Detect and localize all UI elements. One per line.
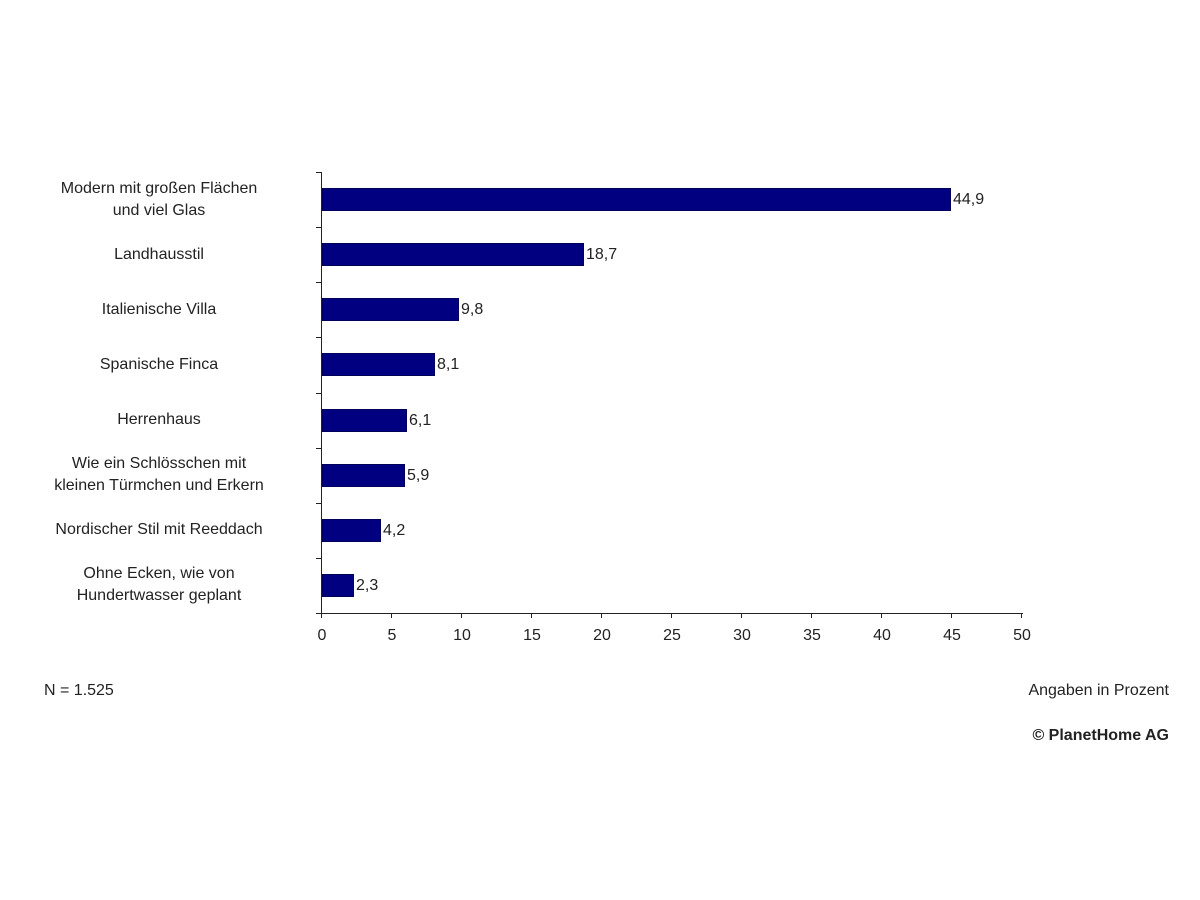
category-label: Herrenhaus: [117, 411, 201, 428]
x-tick: [811, 613, 812, 618]
y-tick: [316, 172, 321, 173]
category-label: Spanische Finca: [99, 356, 219, 373]
bar: [322, 298, 459, 321]
x-axis: [321, 613, 1023, 614]
y-tick: [316, 393, 321, 394]
value-label: 9,8: [461, 301, 484, 318]
y-tick: [316, 613, 321, 614]
value-label: 18,7: [586, 246, 618, 263]
x-tick: [951, 613, 952, 618]
x-tick-label: 10: [453, 627, 471, 644]
category-label: Landhausstil: [114, 246, 204, 263]
x-tick: [461, 613, 462, 618]
x-tick-label: 5: [387, 627, 397, 644]
bar: [322, 353, 435, 376]
category-label: Modern mit großen Flächen und viel Glas: [60, 180, 258, 219]
x-tick-label: 20: [593, 627, 611, 644]
y-tick: [316, 503, 321, 504]
x-tick-label: 35: [803, 627, 821, 644]
x-tick-label: 45: [943, 627, 961, 644]
x-tick-label: 15: [523, 627, 541, 644]
y-tick: [316, 448, 321, 449]
y-tick: [316, 227, 321, 228]
x-tick: [741, 613, 742, 618]
bar: [322, 243, 584, 266]
x-tick-label: 30: [733, 627, 751, 644]
x-tick-label: 50: [1013, 627, 1031, 644]
category-label: Wie ein Schlösschen mit kleinen Türmchen …: [54, 455, 264, 494]
bar: [322, 188, 951, 211]
x-tick: [601, 613, 602, 618]
x-tick-label: 0: [317, 627, 327, 644]
value-label: 5,9: [407, 467, 430, 484]
y-tick: [316, 558, 321, 559]
y-axis: [321, 172, 322, 613]
bar: [322, 574, 354, 597]
value-label: 6,1: [409, 412, 432, 429]
bar: [322, 409, 407, 432]
x-tick: [881, 613, 882, 618]
x-tick-label: 40: [873, 627, 891, 644]
x-tick: [321, 613, 322, 618]
value-label: 4,2: [383, 522, 406, 539]
x-tick: [671, 613, 672, 618]
bar: [322, 464, 405, 487]
x-tick: [531, 613, 532, 618]
value-label: 8,1: [437, 356, 460, 373]
bar: [322, 519, 381, 542]
y-tick: [316, 337, 321, 338]
category-label: Nordischer Stil mit Reeddach: [55, 521, 263, 538]
x-tick-label: 25: [663, 627, 681, 644]
sample-size-note: N = 1.525: [44, 682, 114, 699]
copyright-note: © PlanetHome AG: [1032, 727, 1169, 744]
category-label: Italienische Villa: [101, 301, 217, 318]
unit-note: Angaben in Prozent: [1028, 682, 1169, 699]
x-tick: [1021, 613, 1022, 618]
value-label: 44,9: [953, 191, 985, 208]
category-label: Ohne Ecken, wie von Hundertwasser geplant: [76, 565, 242, 604]
x-tick: [391, 613, 392, 618]
y-tick: [316, 282, 321, 283]
value-label: 2,3: [356, 577, 379, 594]
